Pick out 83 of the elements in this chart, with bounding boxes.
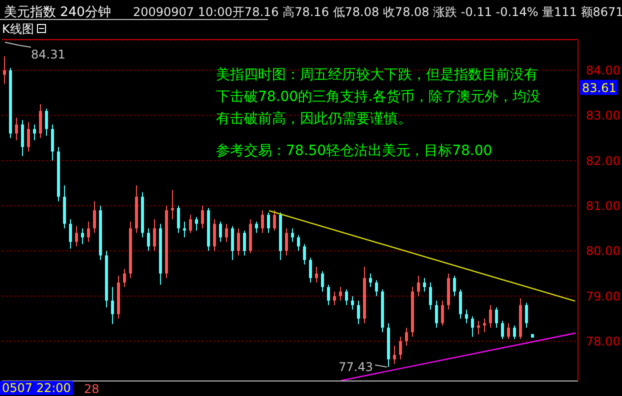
candlestick (255, 221, 258, 234)
annotation: 77.43 (338, 360, 373, 374)
candlestick (3, 56, 6, 84)
candlestick (471, 316, 474, 338)
candlestick (303, 244, 306, 265)
text: 28 (84, 382, 100, 396)
candlestick (525, 302, 528, 328)
y-tick-label: 82.00 (586, 154, 620, 168)
y-tick-label: 78.00 (586, 334, 620, 349)
annotation: 参考交易：78.50轻仓沽出美元，目标78.00 (216, 142, 494, 160)
candlestick (513, 324, 516, 340)
y-tick-label: 79.00 (586, 289, 620, 304)
candlestick (267, 212, 270, 234)
chart-subtitle: 20090907 10:00开78.16 高78.16 低78.08 收78.08 涨跌 -0.11 -0.14% 量111 额8671 (132, 5, 622, 19)
candlestick (15, 117, 18, 141)
candlestick (201, 205, 204, 229)
chart-title: 美元指数 240分钟 (4, 5, 111, 20)
y-tick-label: 83.00 (586, 108, 620, 123)
annotation: 84.31 (31, 47, 66, 62)
candlestick (453, 275, 456, 297)
candlestick (483, 318, 486, 333)
candlestick (339, 286, 342, 302)
candlestick (435, 300, 438, 328)
candlestick (423, 278, 426, 292)
candlestick (441, 300, 444, 326)
candlestick (417, 275, 420, 297)
candlestick (429, 282, 432, 310)
candlestick (75, 226, 78, 247)
annotation: 0507 22:00 (0, 381, 73, 395)
annotation: 美指四时图：周五经历较大下跌，但是指数目前没有下击破78.00的三角支持.各货币，除了澳元外，均没有击破前高，因此仍需要谨慎。 (216, 66, 542, 129)
candlestick (21, 119, 24, 157)
candlestick (333, 291, 336, 306)
candlestick (81, 228, 84, 245)
candlestick (231, 226, 234, 260)
candlestick (459, 288, 462, 320)
y-tick-label: 81.00 (586, 199, 620, 214)
candlestick (39, 104, 42, 139)
candlestick (291, 228, 294, 242)
candlestick (357, 300, 360, 325)
candlestick (123, 268, 126, 288)
candlestick (489, 304, 492, 328)
text: K线图 (2, 21, 34, 38)
candlestick (501, 320, 504, 340)
candlestick (153, 218, 156, 252)
candlestick (345, 288, 348, 306)
candlestick (405, 327, 408, 346)
candlestick (33, 124, 36, 141)
candlestick (87, 221, 90, 242)
candlestick (147, 228, 150, 252)
candlestick (51, 124, 54, 162)
annotation: 83.61 (582, 80, 616, 95)
candlestick (297, 234, 300, 252)
candlestick (225, 223, 228, 242)
candlestick (393, 345, 396, 364)
candlestick (213, 218, 216, 252)
candlestick (273, 210, 276, 232)
candlestick (219, 221, 222, 242)
candlestick (399, 336, 402, 360)
candlestick (351, 296, 354, 310)
candlestick (177, 205, 180, 234)
candlestick (261, 210, 264, 234)
candlestick (285, 228, 288, 256)
candlestick (69, 218, 72, 250)
y-tick-label: 84.00 (586, 64, 620, 78)
candlestick (111, 286, 114, 325)
y-tick-label: 80.00 (586, 244, 620, 258)
candlestick (495, 306, 498, 328)
candlestick (27, 122, 30, 152)
candlestick (45, 108, 48, 136)
candlestick (93, 200, 96, 234)
candlestick (243, 230, 246, 256)
candlestick (507, 322, 510, 340)
candlestick (309, 257, 312, 284)
candlestick (237, 228, 240, 256)
candlestick (375, 280, 378, 297)
candlestick (327, 284, 330, 306)
candlestick (171, 189, 174, 220)
candlestick (369, 273, 372, 288)
candlestick (321, 270, 324, 292)
candlestick (465, 309, 468, 324)
candlestick (315, 266, 318, 284)
candlestick (189, 214, 192, 234)
candlestick (195, 216, 198, 232)
